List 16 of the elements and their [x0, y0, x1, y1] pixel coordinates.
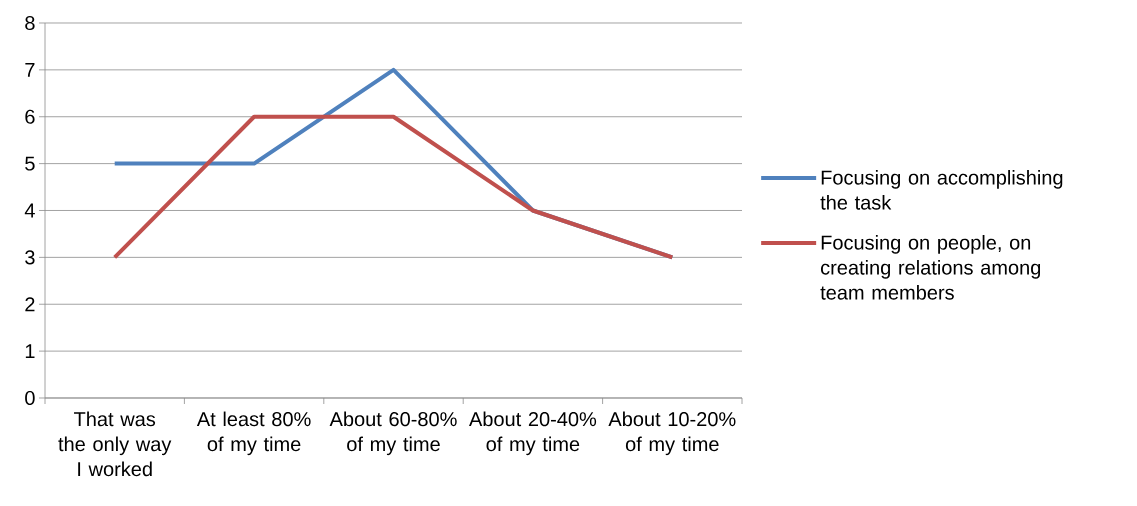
x-tick-label: About 10-20% of my time [608, 411, 736, 456]
y-tick-label: 7 [25, 63, 35, 77]
y-tick-label: 2 [25, 297, 35, 312]
y-tick-label: 3 [25, 250, 35, 265]
y-tick-label: 4 [24, 203, 35, 218]
legend-label: Focusing on accomplishing the task [820, 170, 1063, 210]
y-tick-label: 8 [25, 15, 35, 31]
x-tick-label: About 60-80% of my time [329, 411, 457, 456]
x-tick-label: At least 80% of my time [196, 411, 311, 456]
y-tick-label: 6 [25, 109, 35, 124]
x-tick-label: That was the only way I worked [58, 411, 172, 477]
y-tick-label: 1 [25, 344, 35, 358]
y-tick-label: 5 [25, 156, 35, 171]
x-tick-label: About 20-40% of my time [469, 411, 597, 456]
legend-label: Focusing on people, on creating relations among team members [820, 235, 1041, 300]
y-tick-label: 0 [25, 390, 35, 406]
